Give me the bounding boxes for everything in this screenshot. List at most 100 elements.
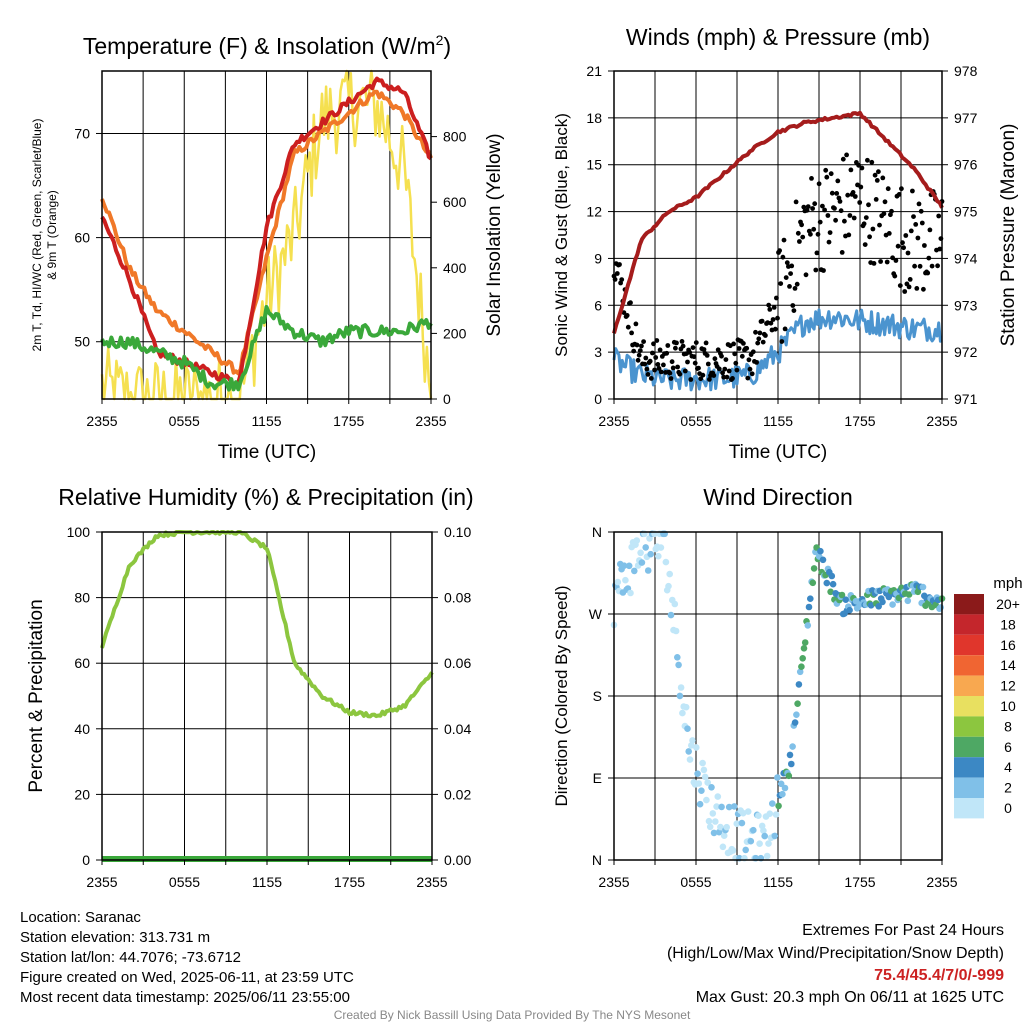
gust-point — [803, 272, 809, 278]
direction-point — [785, 772, 793, 780]
gust-point — [812, 201, 818, 207]
gust-point — [778, 281, 784, 286]
gust-point — [837, 199, 843, 204]
y-tick-label: 21 — [586, 63, 602, 79]
legend-swatch — [954, 716, 984, 737]
temperature-title: Temperature (F) & Insolation (W/m2) — [83, 32, 451, 59]
gust-point — [844, 152, 849, 158]
gust-point — [749, 371, 755, 377]
gust-point — [655, 362, 661, 367]
gust-point — [645, 372, 651, 377]
legend-label: 8 — [1004, 718, 1012, 734]
gust-point — [781, 237, 787, 243]
direction-point — [713, 803, 720, 810]
direction-point — [685, 748, 692, 755]
direction-point — [672, 627, 680, 635]
gust-point — [712, 356, 718, 362]
gust-point — [719, 353, 724, 359]
legend-label: 16 — [1000, 637, 1016, 653]
direction-point — [904, 597, 912, 605]
gust-point — [804, 207, 810, 213]
gust-point — [732, 351, 738, 357]
gust-point — [633, 321, 639, 327]
temperature-lines — [100, 69, 433, 401]
gust-point — [845, 192, 851, 198]
gust-point — [817, 219, 823, 225]
gust-point — [760, 339, 766, 345]
gust-point — [825, 213, 831, 218]
gust-point — [690, 345, 696, 350]
direction-point — [666, 570, 673, 578]
gust-point — [822, 207, 827, 213]
legend-swatch — [954, 594, 984, 615]
y-tick-label: 9 — [594, 250, 602, 266]
legend-label: 14 — [1000, 657, 1016, 673]
gust-point — [726, 368, 732, 374]
gust-point — [794, 281, 800, 287]
gust-point — [815, 231, 821, 237]
gust-point — [756, 336, 762, 342]
gust-point — [866, 202, 871, 208]
gust-point — [911, 214, 916, 220]
direction-point — [701, 773, 709, 781]
gust-point — [877, 222, 882, 228]
y-tick-label: 40 — [74, 721, 90, 737]
gust-point — [862, 242, 868, 248]
legend-label: 10 — [1000, 698, 1016, 714]
gust-point — [782, 326, 788, 332]
gust-point — [703, 340, 709, 346]
gust-point — [755, 340, 761, 346]
gust-point — [842, 218, 847, 224]
gust-point — [668, 376, 674, 381]
y-tick-label: 60 — [74, 230, 90, 246]
gust-point — [910, 188, 915, 194]
gust-point — [900, 240, 905, 246]
direction-point — [765, 840, 772, 847]
gust-point — [787, 284, 792, 289]
gust-point — [677, 371, 683, 377]
max-gust-text: Max Gust: 20.3 mph On 06/11 at 1625 UTC — [696, 989, 1004, 1006]
gust-point — [771, 305, 777, 310]
direction-point — [717, 823, 724, 831]
gust-point — [813, 267, 819, 273]
direction-point — [699, 759, 706, 767]
gust-point — [688, 377, 694, 382]
direction-point — [705, 817, 713, 825]
gust-point — [711, 373, 717, 378]
gust-point — [816, 181, 822, 187]
gust-point — [767, 307, 773, 312]
gust-point — [777, 248, 782, 254]
gust-point — [734, 367, 740, 373]
gust-point — [705, 361, 711, 367]
gust-point — [739, 353, 745, 359]
y-tick-label: 50 — [74, 334, 90, 350]
legend-label: 18 — [1000, 616, 1016, 632]
direction-point — [620, 562, 628, 569]
gust-point — [820, 203, 825, 209]
direction-point — [686, 756, 694, 763]
solar-insolation-line — [100, 69, 433, 401]
gust-point — [696, 365, 701, 371]
gust-point — [863, 215, 869, 221]
y2-tick-label: 0.08 — [444, 590, 471, 606]
legend-swatch — [954, 614, 984, 635]
gust-point — [716, 366, 722, 372]
gust-point — [892, 273, 898, 279]
gust-point — [647, 358, 653, 364]
gust-point — [772, 326, 778, 332]
gust-point — [847, 213, 853, 218]
direction-point — [642, 544, 649, 551]
direction-point — [798, 663, 805, 670]
y2-tick-label: 0.00 — [444, 852, 471, 868]
gust-point — [890, 255, 895, 261]
y2-tick-label: 0.02 — [444, 786, 471, 802]
gust-point — [857, 200, 863, 205]
direction-point — [712, 818, 719, 825]
extremes-info: Extremes For Past 24 Hours (High/Low/Max… — [667, 922, 1004, 1006]
sonic-wind-line — [612, 308, 943, 392]
direction-point — [698, 787, 705, 794]
wind-axes: 2355 0555 1155 1755 2355 0 3 6 9 12 15 18 21 971 972 97… — [586, 63, 977, 429]
direction-ylabel: Direction (Colored By Speed) — [552, 585, 571, 806]
direction-point — [665, 582, 672, 590]
gust-point — [788, 271, 793, 276]
